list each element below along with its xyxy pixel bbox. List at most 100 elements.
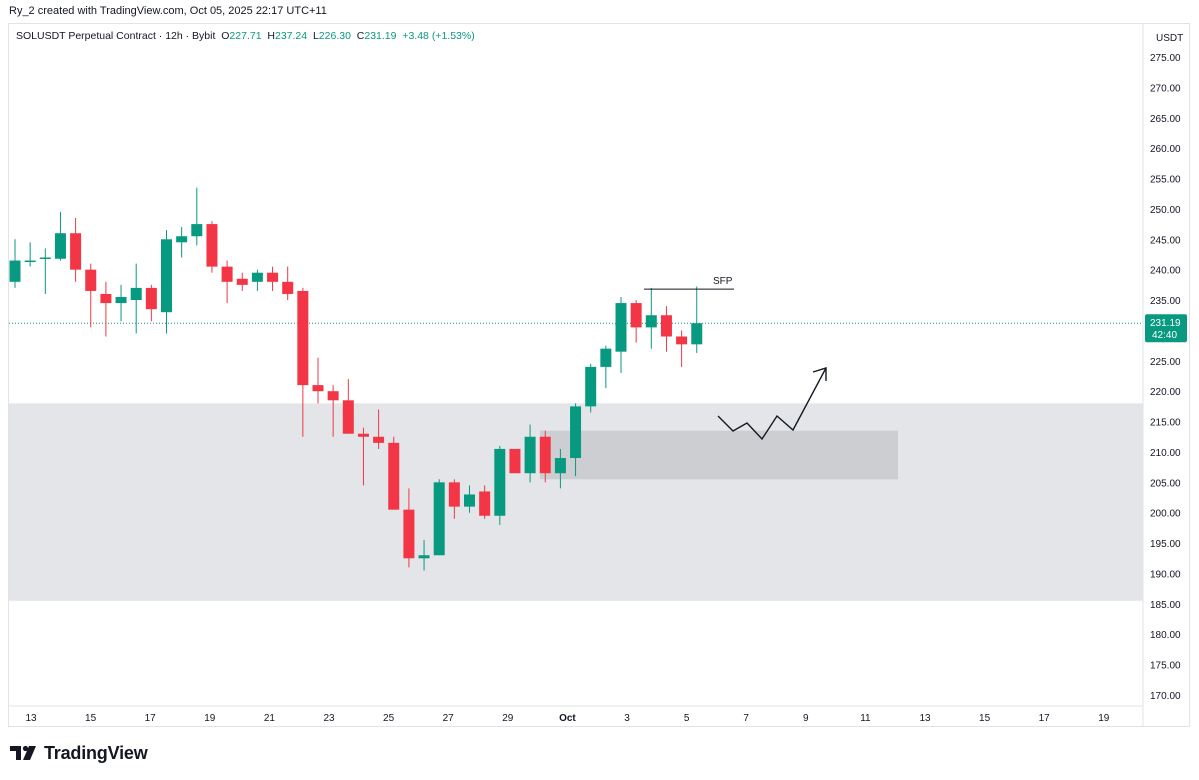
change-value: +3.48 (+1.53%): [402, 30, 475, 42]
countdown-timer: 42:40: [1152, 330, 1177, 341]
currency-label[interactable]: USDT: [1156, 33, 1183, 44]
candle-body[interactable]: [176, 236, 188, 243]
candle-body[interactable]: [630, 303, 642, 328]
candle-body[interactable]: [554, 458, 566, 474]
close-value: 231.19: [364, 30, 397, 42]
candle-body[interactable]: [312, 385, 324, 392]
sfp-label: SFP: [713, 276, 733, 287]
candle-body[interactable]: [221, 266, 233, 282]
y-tick-label: 260.00: [1150, 144, 1181, 155]
candle-body[interactable]: [327, 391, 339, 401]
candle-body[interactable]: [645, 315, 657, 328]
candle-body[interactable]: [448, 482, 460, 507]
candle-body[interactable]: [676, 336, 688, 345]
x-tick-label: 29: [502, 713, 514, 724]
candle-body[interactable]: [161, 239, 172, 313]
x-tick-label: 5: [684, 713, 690, 724]
candle-body[interactable]: [251, 272, 263, 282]
candle-body[interactable]: [388, 442, 400, 510]
y-tick-label: 210.00: [1150, 448, 1181, 459]
y-tick-label: 235.00: [1150, 296, 1181, 307]
y-tick-label: 225.00: [1150, 357, 1181, 368]
x-tick-label: Oct: [559, 713, 576, 724]
low-label: L: [312, 30, 319, 42]
candle-body[interactable]: [39, 257, 51, 260]
symbol-title[interactable]: SOLUSDT Perpetual Contract · 12h · Bybit: [16, 30, 216, 42]
y-tick-label: 175.00: [1150, 661, 1181, 672]
x-tick-label: 23: [323, 713, 335, 724]
candle-body[interactable]: [24, 260, 36, 263]
candle-body[interactable]: [433, 482, 445, 556]
candle-body[interactable]: [524, 436, 536, 474]
y-tick-label: 265.00: [1150, 114, 1181, 125]
candle-body[interactable]: [342, 400, 354, 434]
candle-body[interactable]: [54, 233, 66, 259]
candle-body[interactable]: [509, 448, 521, 474]
close-label: C: [356, 30, 365, 42]
y-tick-label: 270.00: [1150, 83, 1181, 94]
x-tick-label: 19: [204, 713, 216, 724]
y-tick-label: 275.00: [1150, 53, 1181, 64]
candle-body[interactable]: [85, 269, 97, 291]
candle-body[interactable]: [130, 287, 142, 301]
x-tick-label: 13: [919, 713, 931, 724]
x-tick-label: 17: [145, 713, 157, 724]
last-price-badge: [1145, 314, 1187, 343]
projection-arrowhead-icon: [812, 367, 827, 381]
x-tick-label: 13: [25, 713, 37, 724]
x-tick-label: 21: [264, 713, 276, 724]
candle-body[interactable]: [357, 433, 369, 437]
candle-body[interactable]: [585, 366, 597, 407]
candle-body[interactable]: [191, 224, 203, 237]
candle-body[interactable]: [600, 348, 612, 367]
candle-body[interactable]: [691, 323, 703, 345]
y-tick-label: 195.00: [1150, 539, 1181, 550]
x-tick-label: 25: [383, 713, 395, 724]
y-tick-label: 255.00: [1150, 175, 1181, 186]
candle-body[interactable]: [418, 555, 430, 559]
high-label: H: [267, 30, 275, 42]
x-tick-label: 17: [1039, 713, 1051, 724]
x-tick-label: 3: [624, 713, 630, 724]
candle-body[interactable]: [297, 290, 309, 386]
candle-body[interactable]: [570, 406, 582, 459]
candle-body[interactable]: [145, 287, 157, 310]
brand-name: TradingView: [44, 742, 148, 763]
projection-path[interactable]: [717, 367, 827, 441]
candle-body[interactable]: [236, 278, 248, 285]
candle-body[interactable]: [615, 303, 627, 352]
candle-body[interactable]: [70, 233, 82, 270]
y-tick-label: 185.00: [1150, 600, 1181, 611]
y-tick-label: 205.00: [1150, 478, 1181, 489]
candle-body[interactable]: [100, 293, 112, 304]
y-tick-label: 240.00: [1150, 266, 1181, 277]
tradingview-logo-icon: [10, 745, 36, 760]
candle-body[interactable]: [206, 224, 218, 267]
x-tick-label: 15: [85, 713, 97, 724]
tradingview-brand[interactable]: TradingView: [10, 742, 148, 764]
y-tick-label: 170.00: [1150, 691, 1181, 702]
last-price-value: 231.19: [1150, 318, 1181, 329]
candle-body[interactable]: [479, 491, 491, 516]
candle-body[interactable]: [267, 272, 279, 282]
open-value: 227.71: [229, 30, 262, 42]
candle-body[interactable]: [115, 297, 127, 304]
candle-body[interactable]: [494, 448, 506, 516]
candle-body[interactable]: [282, 281, 294, 294]
chart-credit: Ry_2 created with TradingView.com, Oct 0…: [9, 5, 327, 17]
candle-body[interactable]: [373, 436, 385, 443]
y-tick-label: 250.00: [1150, 205, 1181, 216]
order-block-rectangle[interactable]: [540, 430, 898, 480]
candle-body[interactable]: [660, 315, 672, 337]
high-value: 237.24: [274, 30, 308, 42]
x-tick-label: 27: [443, 713, 455, 724]
x-tick-label: 15: [979, 713, 991, 724]
symbol-legend[interactable]: SOLUSDT Perpetual Contract · 12h · Bybit…: [16, 30, 475, 42]
candle-body[interactable]: [403, 509, 415, 559]
x-tick-label: 11: [860, 713, 871, 724]
candle-body[interactable]: [9, 260, 21, 282]
candle-body[interactable]: [539, 436, 551, 474]
candle-body[interactable]: [464, 494, 475, 507]
x-tick-label: 19: [1098, 713, 1110, 724]
